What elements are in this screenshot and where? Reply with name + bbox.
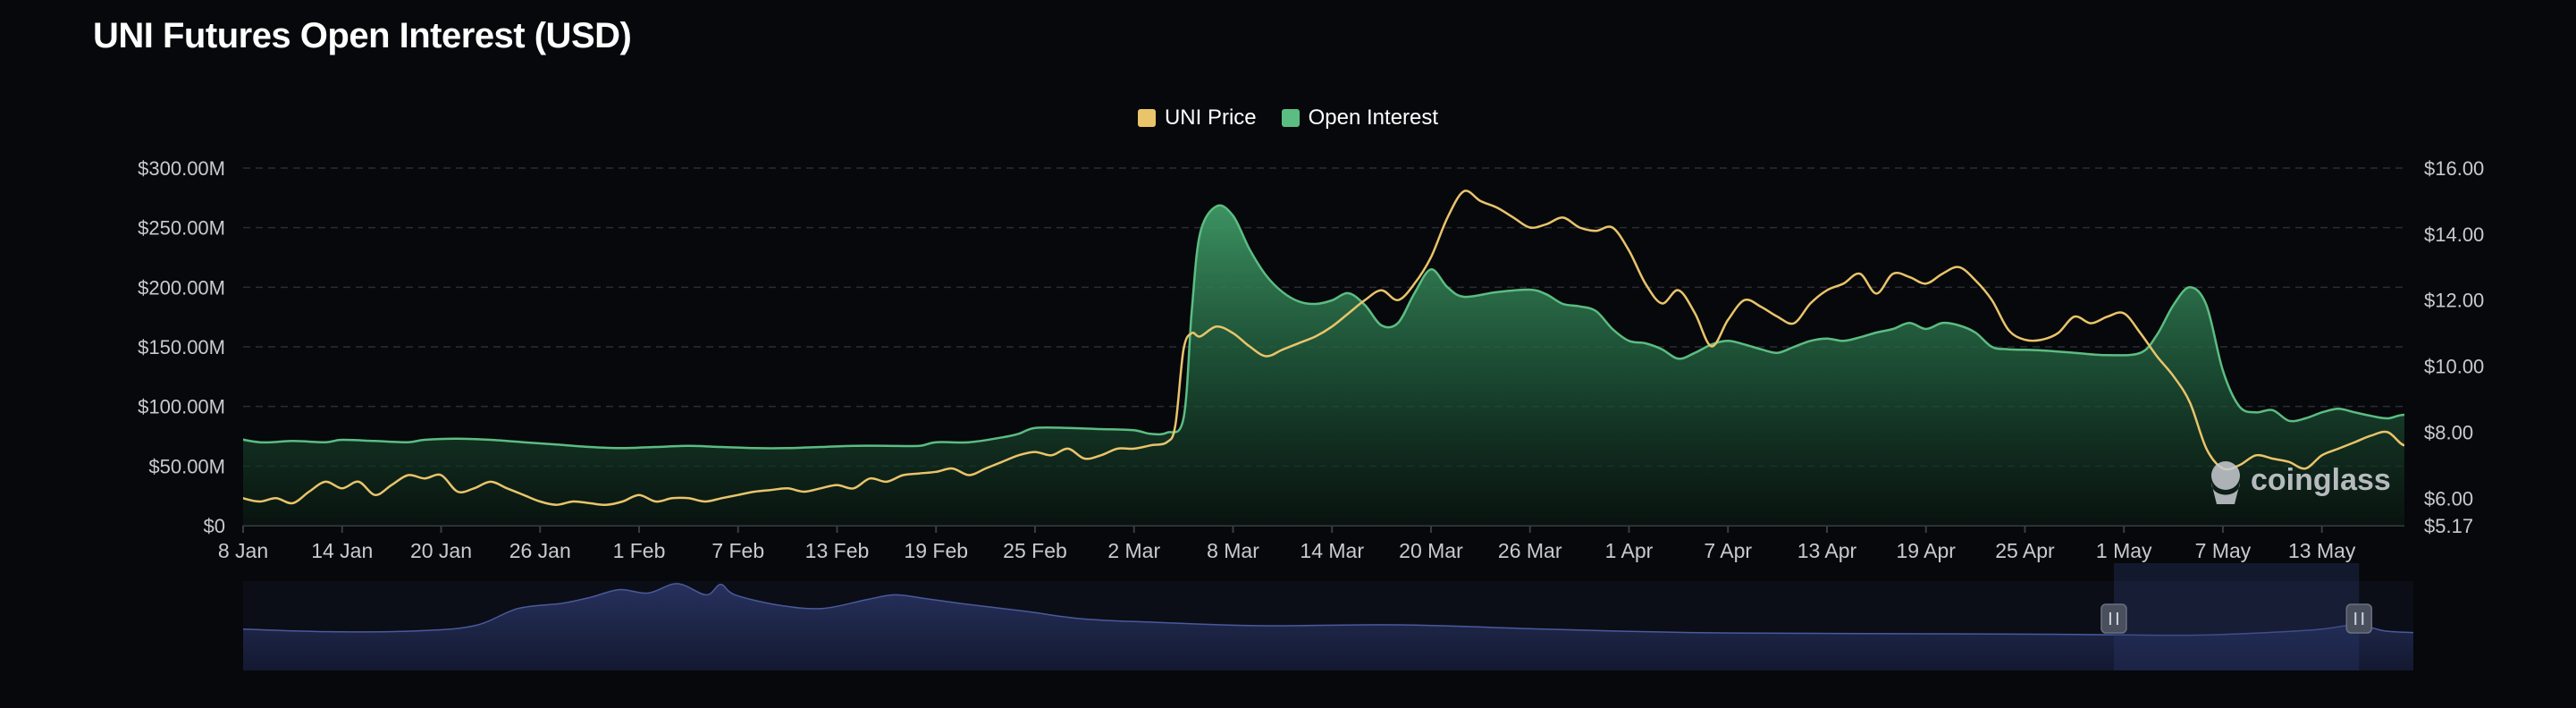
x-axis: 8 Jan 14 Jan 20 Jan 26 Jan 1 Feb 7 Feb 13 Feb 1… <box>218 526 2356 562</box>
x-tick-label: 14 Mar <box>1300 539 1364 562</box>
x-tick-label: 25 Feb <box>1003 539 1067 562</box>
x-tick-label: 1 Feb <box>613 539 666 562</box>
navigator-handle-left[interactable] <box>2100 603 2127 634</box>
legend-label-price: UNI Price <box>1164 105 1257 130</box>
x-tick-label: 13 Apr <box>1797 539 1857 562</box>
y-right-tick-label: $16.00 <box>2424 157 2484 180</box>
x-tick-label: 14 Jan <box>311 539 373 562</box>
y-left-tick-label: $0 <box>204 515 225 537</box>
x-tick-label: 26 Jan <box>509 539 571 562</box>
coinglass-logo-icon <box>2211 461 2240 490</box>
y-left-tick-label: $100.00M <box>138 396 225 418</box>
legend-item-oi[interactable]: Open Interest <box>1281 105 1439 131</box>
navigator-line <box>242 583 2414 636</box>
legend-swatch-price <box>1137 109 1156 127</box>
y-left-tick-label: $200.00M <box>138 276 225 299</box>
x-tick-label: 26 Mar <box>1498 539 1562 562</box>
x-tick-label: 7 Feb <box>711 539 764 562</box>
x-tick-label: 13 May <box>2288 539 2356 562</box>
y-right-tick-label: $5.17 <box>2424 515 2473 537</box>
y-left-tick-label: $50.00M <box>148 455 225 477</box>
x-tick-label: 2 Mar <box>1107 539 1160 562</box>
coinglass-logo-base <box>2211 483 2240 504</box>
legend-item-price[interactable]: UNI Price <box>1137 105 1257 131</box>
x-tick-label: 7 May <box>2195 539 2252 562</box>
y-left-tick-label: $300.00M <box>138 157 225 180</box>
x-tick-label: 8 Jan <box>218 539 268 562</box>
x-tick-label: 7 Apr <box>1704 539 1752 562</box>
chart-title: UNI Futures Open Interest (USD) <box>93 16 632 55</box>
y-left-tick-label: $150.00M <box>138 336 225 358</box>
y-axis-left: $0 $50.00M $100.00M $150.00M $200.00M $250.00… <box>138 157 225 537</box>
legend: UNI Price Open Interest <box>0 105 2576 131</box>
y-left-tick-label: $250.00M <box>138 217 225 240</box>
x-tick-label: 25 Apr <box>1995 539 2055 562</box>
plot-area <box>243 190 2404 526</box>
x-tick-label: 20 Jan <box>410 539 472 562</box>
navigator-selection[interactable] <box>2113 563 2360 670</box>
y-right-tick-label: $6.00 <box>2424 487 2473 510</box>
navigator-handle-right[interactable] <box>2345 603 2373 634</box>
y-axis-right: $5.17 $6.00 $8.00 $10.00 $12.00 $14.00 $16.00 <box>2424 157 2484 537</box>
x-tick-label: 19 Apr <box>1896 539 1956 562</box>
open-interest-area <box>243 205 2404 526</box>
navigator-area <box>243 583 2413 670</box>
x-tick-label: 1 May <box>2096 539 2152 562</box>
x-tick-label: 8 Mar <box>1207 539 1259 562</box>
open-interest-line <box>243 204 2404 450</box>
coinglass-watermark: coinglass <box>2211 461 2391 504</box>
range-navigator[interactable] <box>242 563 2414 670</box>
y-right-tick-label: $10.00 <box>2424 356 2484 378</box>
y-right-tick-label: $12.00 <box>2424 290 2484 312</box>
x-tick-label: 13 Feb <box>805 539 870 562</box>
uni-price-line <box>243 190 2404 506</box>
legend-swatch-oi <box>1281 109 1300 127</box>
coinglass-wordmark: coinglass <box>2251 463 2391 497</box>
y-right-tick-label: $14.00 <box>2424 223 2484 246</box>
x-tick-label: 20 Mar <box>1399 539 1463 562</box>
legend-label-oi: Open Interest <box>1308 105 1439 130</box>
x-tick-label: 1 Apr <box>1605 539 1654 562</box>
x-tick-label: 19 Feb <box>904 539 968 562</box>
y-right-tick-label: $8.00 <box>2424 421 2473 443</box>
